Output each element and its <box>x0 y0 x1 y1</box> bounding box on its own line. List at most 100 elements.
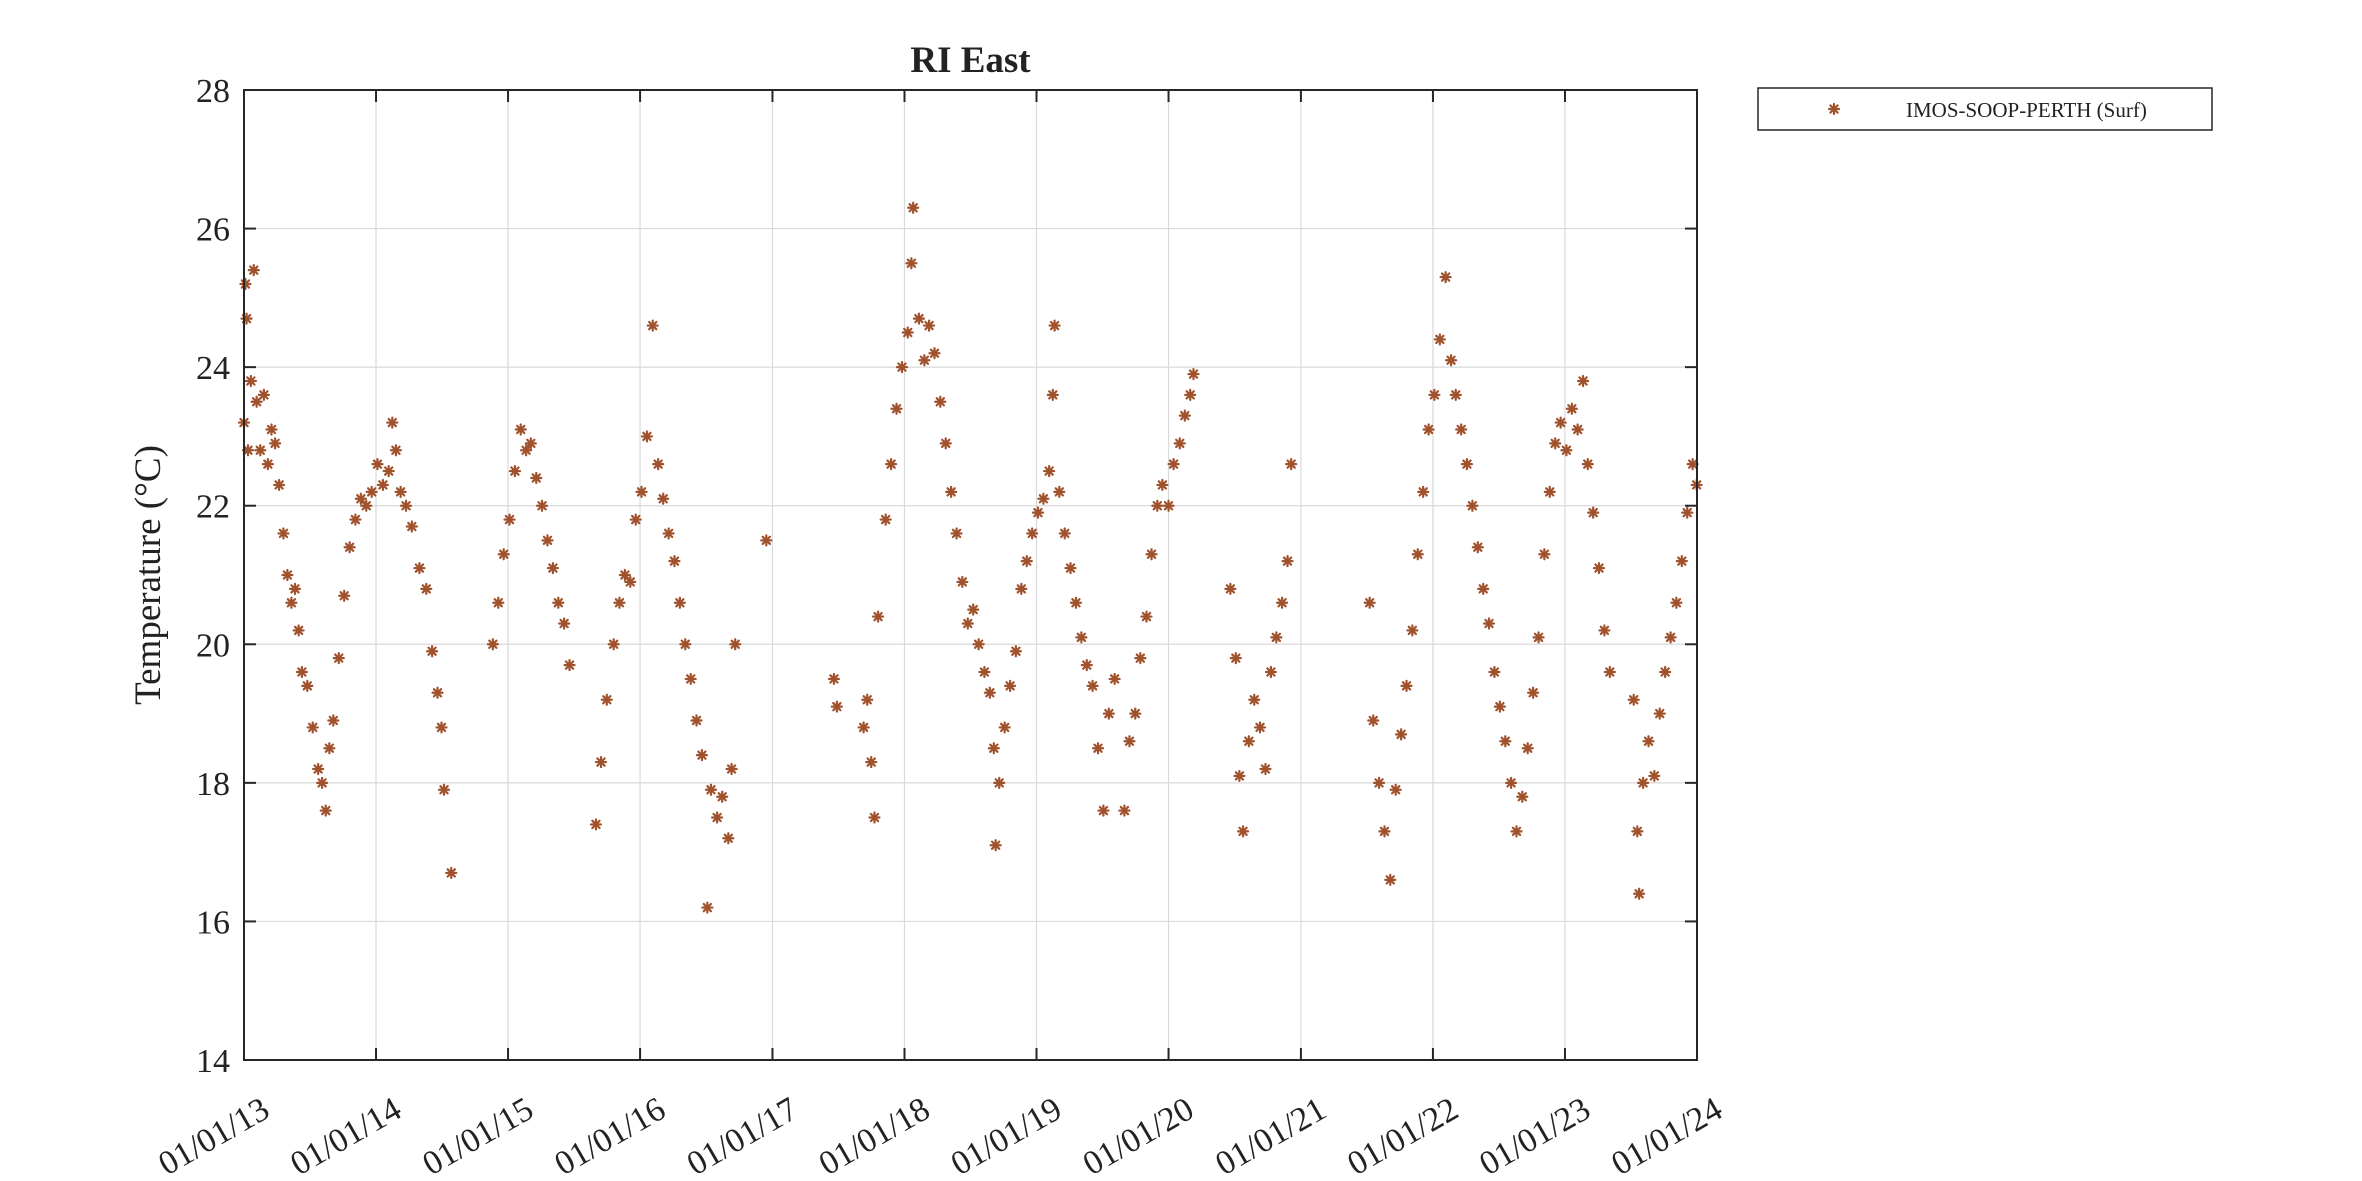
data-point <box>250 395 263 408</box>
data-point <box>950 527 963 540</box>
data-point <box>277 527 290 540</box>
data-point <box>1091 742 1105 755</box>
x-tick-label: 01/01/23 <box>1473 1090 1596 1181</box>
data-point <box>1488 665 1501 679</box>
data-point <box>1460 458 1474 471</box>
data-point <box>640 430 654 443</box>
data-point <box>520 444 533 457</box>
data-point <box>998 721 1011 734</box>
data-point <box>338 589 351 602</box>
data-point <box>673 596 686 609</box>
data-point <box>662 527 675 540</box>
data-point <box>679 638 692 651</box>
data-point <box>1571 423 1584 436</box>
y-tick-label: 18 <box>196 766 230 803</box>
data-point <box>895 361 909 374</box>
data-point <box>1449 388 1462 401</box>
data-point <box>239 277 252 291</box>
data-point <box>624 575 637 589</box>
data-point <box>1565 402 1578 415</box>
data-point <box>1598 624 1611 637</box>
data-point <box>1428 388 1441 401</box>
data-point <box>945 485 958 498</box>
data-point <box>389 444 403 457</box>
x-tick-label: 01/01/24 <box>1605 1090 1728 1181</box>
data-point <box>319 804 332 817</box>
data-point <box>1069 596 1083 609</box>
data-point <box>1670 596 1683 609</box>
data-point <box>1493 700 1506 713</box>
data-point <box>1004 679 1017 692</box>
data-point <box>934 395 947 408</box>
data-point <box>343 541 356 554</box>
data-point <box>1538 548 1551 561</box>
data-point <box>257 388 270 401</box>
data-point <box>1184 388 1197 401</box>
data-point <box>594 755 608 769</box>
data-point <box>247 264 260 277</box>
data-point <box>1162 499 1175 512</box>
data-point <box>1543 485 1556 498</box>
data-point <box>1276 596 1289 609</box>
axis-ticks <box>243 89 1698 1061</box>
data-point <box>413 561 426 575</box>
x-tick-label: 01/01/17 <box>681 1090 804 1181</box>
data-point <box>690 714 703 727</box>
data-point <box>371 458 384 471</box>
data-point <box>1151 499 1164 512</box>
data-point <box>349 513 362 526</box>
data-point <box>306 721 319 734</box>
data-point <box>704 783 718 796</box>
data-point <box>1659 665 1672 679</box>
data-point <box>425 645 439 658</box>
data-point <box>760 534 773 547</box>
data-point <box>1422 423 1435 436</box>
data-point <box>668 555 681 568</box>
data-point <box>939 437 952 450</box>
data-point <box>558 617 571 630</box>
data-point <box>1080 658 1093 672</box>
data-point <box>1187 367 1200 381</box>
data-point <box>989 839 1002 852</box>
data-point <box>861 693 874 706</box>
data-point <box>901 326 914 339</box>
data-point <box>871 610 885 623</box>
data-point <box>1378 825 1391 838</box>
data-point <box>541 534 554 547</box>
data-point <box>1118 804 1131 817</box>
x-tick-label: 01/01/22 <box>1341 1090 1464 1181</box>
data-point <box>295 665 308 679</box>
data-point <box>1015 582 1028 595</box>
data-point <box>316 776 329 789</box>
data-point <box>1395 728 1408 741</box>
data-point <box>1482 617 1496 630</box>
data-point <box>524 437 537 450</box>
data-point <box>382 464 395 478</box>
data-point <box>1097 804 1110 817</box>
data-point <box>729 638 742 651</box>
data-point <box>1554 416 1567 429</box>
data-point <box>405 520 418 533</box>
data-point <box>1510 825 1523 838</box>
data-point <box>1603 665 1616 679</box>
data-point <box>244 374 257 388</box>
data-point <box>399 499 413 512</box>
data-point <box>657 492 670 505</box>
data-point <box>437 783 451 796</box>
data-point <box>1253 721 1267 734</box>
data-point <box>1224 582 1237 595</box>
data-point <box>1048 319 1061 332</box>
data-point <box>546 561 560 575</box>
data-point <box>613 596 626 609</box>
data-point <box>530 471 543 485</box>
data-point <box>394 485 407 498</box>
data-point <box>1389 783 1402 796</box>
data-point <box>1363 596 1376 609</box>
data-point <box>928 347 941 360</box>
data-point <box>701 901 714 914</box>
data-point <box>360 499 373 512</box>
data-point <box>1053 485 1066 498</box>
data-point <box>1259 762 1272 776</box>
data-point <box>1233 769 1246 783</box>
